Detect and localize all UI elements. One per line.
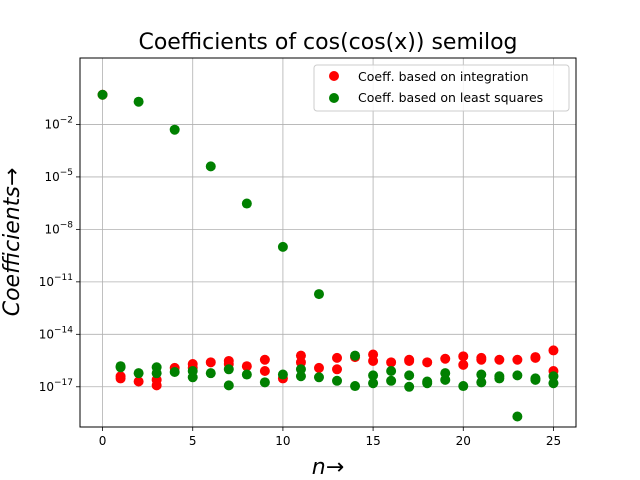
least-squares-point xyxy=(313,289,324,300)
plot-frame xyxy=(79,57,577,428)
least-squares-point xyxy=(277,369,288,380)
plot-area xyxy=(80,58,576,427)
legend: Coeff. based on integration Coeff. based… xyxy=(313,64,570,112)
least-squares-point xyxy=(350,350,361,361)
least-squares-point xyxy=(530,374,541,385)
integration-point xyxy=(458,359,469,370)
integration-point xyxy=(422,357,433,368)
least-squares-point xyxy=(259,377,270,388)
data-points xyxy=(97,89,559,422)
least-squares-point xyxy=(115,362,126,373)
least-squares-point xyxy=(295,364,306,375)
integration-point xyxy=(512,354,523,365)
integration-point xyxy=(151,380,162,391)
least-squares-point xyxy=(277,241,288,252)
legend-marker-integration xyxy=(329,71,339,81)
integration-point xyxy=(476,354,487,365)
least-squares-point xyxy=(494,373,505,384)
least-squares-point xyxy=(295,371,306,382)
plot-background xyxy=(80,58,576,427)
legend-box xyxy=(313,64,570,112)
least-squares-point xyxy=(205,161,216,172)
least-squares-point xyxy=(332,375,343,386)
y-tick-label: 10−2 xyxy=(44,115,73,131)
least-squares-point xyxy=(133,368,144,379)
least-squares-point xyxy=(512,370,523,381)
integration-point xyxy=(458,351,469,362)
y-tick-label: 10−11 xyxy=(39,273,73,289)
x-axis: 0 5 10 15 20 25 xyxy=(99,427,561,448)
least-squares-point xyxy=(313,372,324,383)
integration-point xyxy=(205,357,216,368)
least-squares-point xyxy=(223,380,234,391)
y-tick-label: 10−8 xyxy=(44,220,73,236)
least-squares-point xyxy=(151,368,162,379)
least-squares-point xyxy=(187,372,198,383)
x-tick-label: 20 xyxy=(456,434,471,448)
legend-label-integration: Coeff. based on integration xyxy=(358,69,529,84)
least-squares-point xyxy=(512,411,523,422)
grid xyxy=(80,58,576,427)
integration-point xyxy=(259,354,270,365)
least-squares-point xyxy=(440,374,451,385)
legend-label-least-squares: Coeff. based on least squares xyxy=(358,90,543,105)
series-least-squares xyxy=(97,89,559,422)
x-tick-label: 5 xyxy=(189,434,197,448)
integration-point xyxy=(332,364,343,375)
least-squares-point xyxy=(241,369,252,380)
integration-point xyxy=(548,345,559,356)
y-tick-label: 10−14 xyxy=(39,325,74,341)
integration-point xyxy=(241,361,252,372)
integration-point xyxy=(332,352,343,363)
integration-point xyxy=(494,354,505,365)
least-squares-point xyxy=(350,381,361,392)
integration-point xyxy=(530,352,541,363)
integration-point xyxy=(368,355,379,366)
x-tick-label: 15 xyxy=(365,434,380,448)
least-squares-point xyxy=(368,370,379,381)
integration-point xyxy=(313,362,324,373)
least-squares-point xyxy=(205,368,216,379)
least-squares-point xyxy=(548,378,559,389)
integration-point xyxy=(133,376,144,387)
y-axis: 10−2 10−5 10−8 10−11 10−14 10−17 xyxy=(39,115,80,394)
y-tick-label: 10−5 xyxy=(44,168,73,184)
integration-point xyxy=(386,357,397,368)
least-squares-point xyxy=(386,375,397,386)
least-squares-point xyxy=(368,378,379,389)
x-tick-label: 0 xyxy=(99,434,107,448)
integration-point xyxy=(295,357,306,368)
least-squares-point xyxy=(223,364,234,375)
chart-title: Coefficients of cos(cos(x)) semilog xyxy=(138,30,517,55)
least-squares-point xyxy=(422,378,433,389)
least-squares-point xyxy=(386,365,397,376)
y-tick-label: 10−17 xyxy=(39,378,73,394)
least-squares-point xyxy=(169,366,180,377)
legend-marker-least-squares xyxy=(329,93,339,103)
integration-point xyxy=(440,353,451,364)
integration-point xyxy=(404,355,415,366)
x-tick-label: 25 xyxy=(546,434,561,448)
integration-point xyxy=(259,365,270,376)
y-axis-label: Coefficients→ xyxy=(0,168,25,317)
least-squares-point xyxy=(404,370,415,381)
least-squares-point xyxy=(133,96,144,107)
least-squares-point xyxy=(476,377,487,388)
least-squares-point xyxy=(476,369,487,380)
least-squares-point xyxy=(458,381,469,392)
integration-point xyxy=(115,373,126,384)
least-squares-point xyxy=(169,124,180,135)
least-squares-point xyxy=(404,381,415,392)
x-tick-label: 10 xyxy=(275,434,290,448)
least-squares-point xyxy=(97,89,108,100)
least-squares-point xyxy=(548,371,559,382)
x-axis-label: n→ xyxy=(312,455,344,480)
least-squares-point xyxy=(241,198,252,209)
